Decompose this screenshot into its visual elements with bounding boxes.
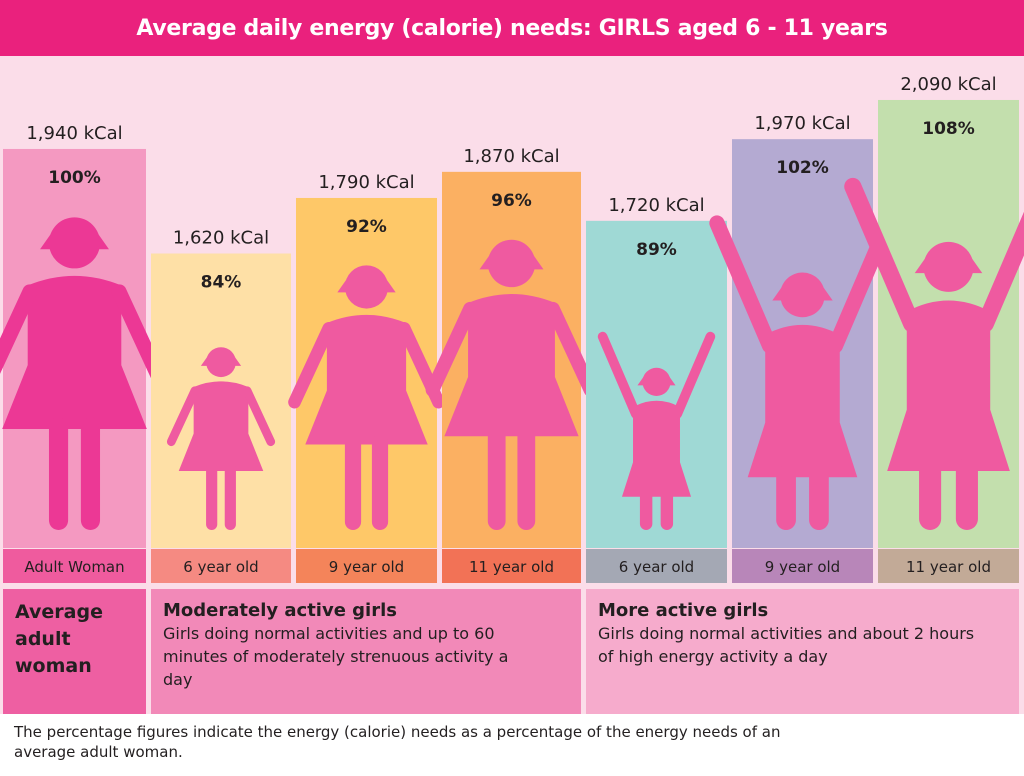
- bar-group: 1,720 kCal 89% 6 year old: [586, 195, 727, 583]
- percent-label: 96%: [491, 191, 532, 211]
- chart-title: Average daily energy (calorie) needs: GI…: [0, 0, 1024, 56]
- category-cell: [732, 549, 873, 583]
- category-label: 6 year old: [183, 558, 258, 576]
- group-description-active: More active girls Girls doing normal act…: [586, 589, 1019, 714]
- hair: [40, 227, 109, 250]
- value-label: 1,720 kCal: [608, 195, 704, 216]
- arm: [597, 331, 641, 419]
- value-label: 1,970 kCal: [754, 113, 850, 134]
- group-title-adult: Average adult woman: [15, 601, 103, 677]
- percent-label: 108%: [922, 119, 975, 139]
- group-description-adult: Average adult woman: [3, 589, 146, 714]
- arm: [166, 386, 200, 447]
- percent-label: 102%: [776, 158, 829, 178]
- category-label: 11 year old: [469, 558, 554, 576]
- arm: [546, 301, 598, 397]
- category-cell: [442, 549, 581, 583]
- dress: [178, 381, 264, 471]
- hair: [479, 249, 544, 270]
- value-label: 1,790 kCal: [318, 172, 414, 193]
- category-cell: [586, 549, 727, 583]
- percent-label: 100%: [48, 168, 101, 188]
- bar-group: 1,790 kCal 92% 9 year old: [288, 172, 445, 583]
- category-label: 11 year old: [906, 558, 991, 576]
- dress: [305, 314, 428, 445]
- group-text-moderate: Girls doing normal activities and up to …: [163, 624, 509, 689]
- category-cell: [151, 549, 291, 583]
- dress: [887, 300, 1010, 471]
- value-label: 1,940 kCal: [26, 123, 122, 144]
- category-cell: [3, 549, 146, 583]
- hair: [914, 251, 983, 274]
- arm: [0, 284, 38, 374]
- hair: [337, 274, 396, 293]
- hair: [772, 281, 833, 301]
- percent-label: 84%: [201, 273, 242, 293]
- value-label: 2,090 kCal: [900, 74, 996, 95]
- arm: [672, 331, 716, 419]
- category-label: 6 year old: [619, 558, 694, 576]
- arm: [242, 386, 276, 447]
- girl-arms-up-icon: [844, 177, 1024, 530]
- girl-arms-up-icon: [709, 215, 896, 530]
- arm: [709, 215, 778, 354]
- bar-chart: 1,940 kCal 100% Adult Woman 1,620 kCal 84% 6 …: [0, 74, 1024, 583]
- category-label: 9 year old: [329, 558, 404, 576]
- dress: [621, 400, 692, 497]
- bar-group: 1,940 kCal 100% Adult Woman: [0, 123, 168, 583]
- girl-figure-icon: [425, 239, 598, 531]
- girl-figure-icon: [288, 265, 445, 531]
- value-label: 1,870 kCal: [463, 146, 559, 167]
- group-title-active: More active girls: [598, 600, 769, 621]
- category-label: Adult Woman: [24, 558, 124, 576]
- arm: [976, 211, 1024, 333]
- bar-group: 1,620 kCal 84% 6 year old: [151, 228, 291, 583]
- hair: [200, 353, 242, 366]
- arm: [288, 322, 335, 409]
- bar-group: 1,870 kCal 96% 11 year old: [425, 146, 598, 583]
- girl-arms-up-icon: [597, 331, 716, 531]
- group-text-active: Girls doing normal activities and about …: [598, 624, 975, 666]
- value-label: 1,620 kCal: [173, 228, 269, 249]
- dress: [444, 294, 579, 437]
- bar-group: 2,090 kCal 108% 11 year old: [844, 74, 1024, 583]
- category-cell: [878, 549, 1019, 583]
- girl-figure-icon: [0, 217, 168, 531]
- hair: [637, 373, 676, 386]
- bar-group: 1,970 kCal 102% 9 year old: [709, 113, 896, 583]
- dress: [747, 324, 858, 478]
- arm: [844, 177, 921, 333]
- dress: [2, 275, 147, 429]
- arm: [425, 301, 477, 397]
- category-cell: [296, 549, 437, 583]
- group-title-moderate: Moderately active girls: [163, 600, 397, 621]
- category-label: 9 year old: [765, 558, 840, 576]
- group-description-moderate: Moderately active girls Girls doing norm…: [151, 589, 581, 714]
- percent-label: 92%: [346, 217, 387, 237]
- girl-figure-icon: [166, 347, 276, 530]
- percent-label: 89%: [636, 240, 677, 260]
- footnote: The percentage figures indicate the ener…: [14, 723, 781, 761]
